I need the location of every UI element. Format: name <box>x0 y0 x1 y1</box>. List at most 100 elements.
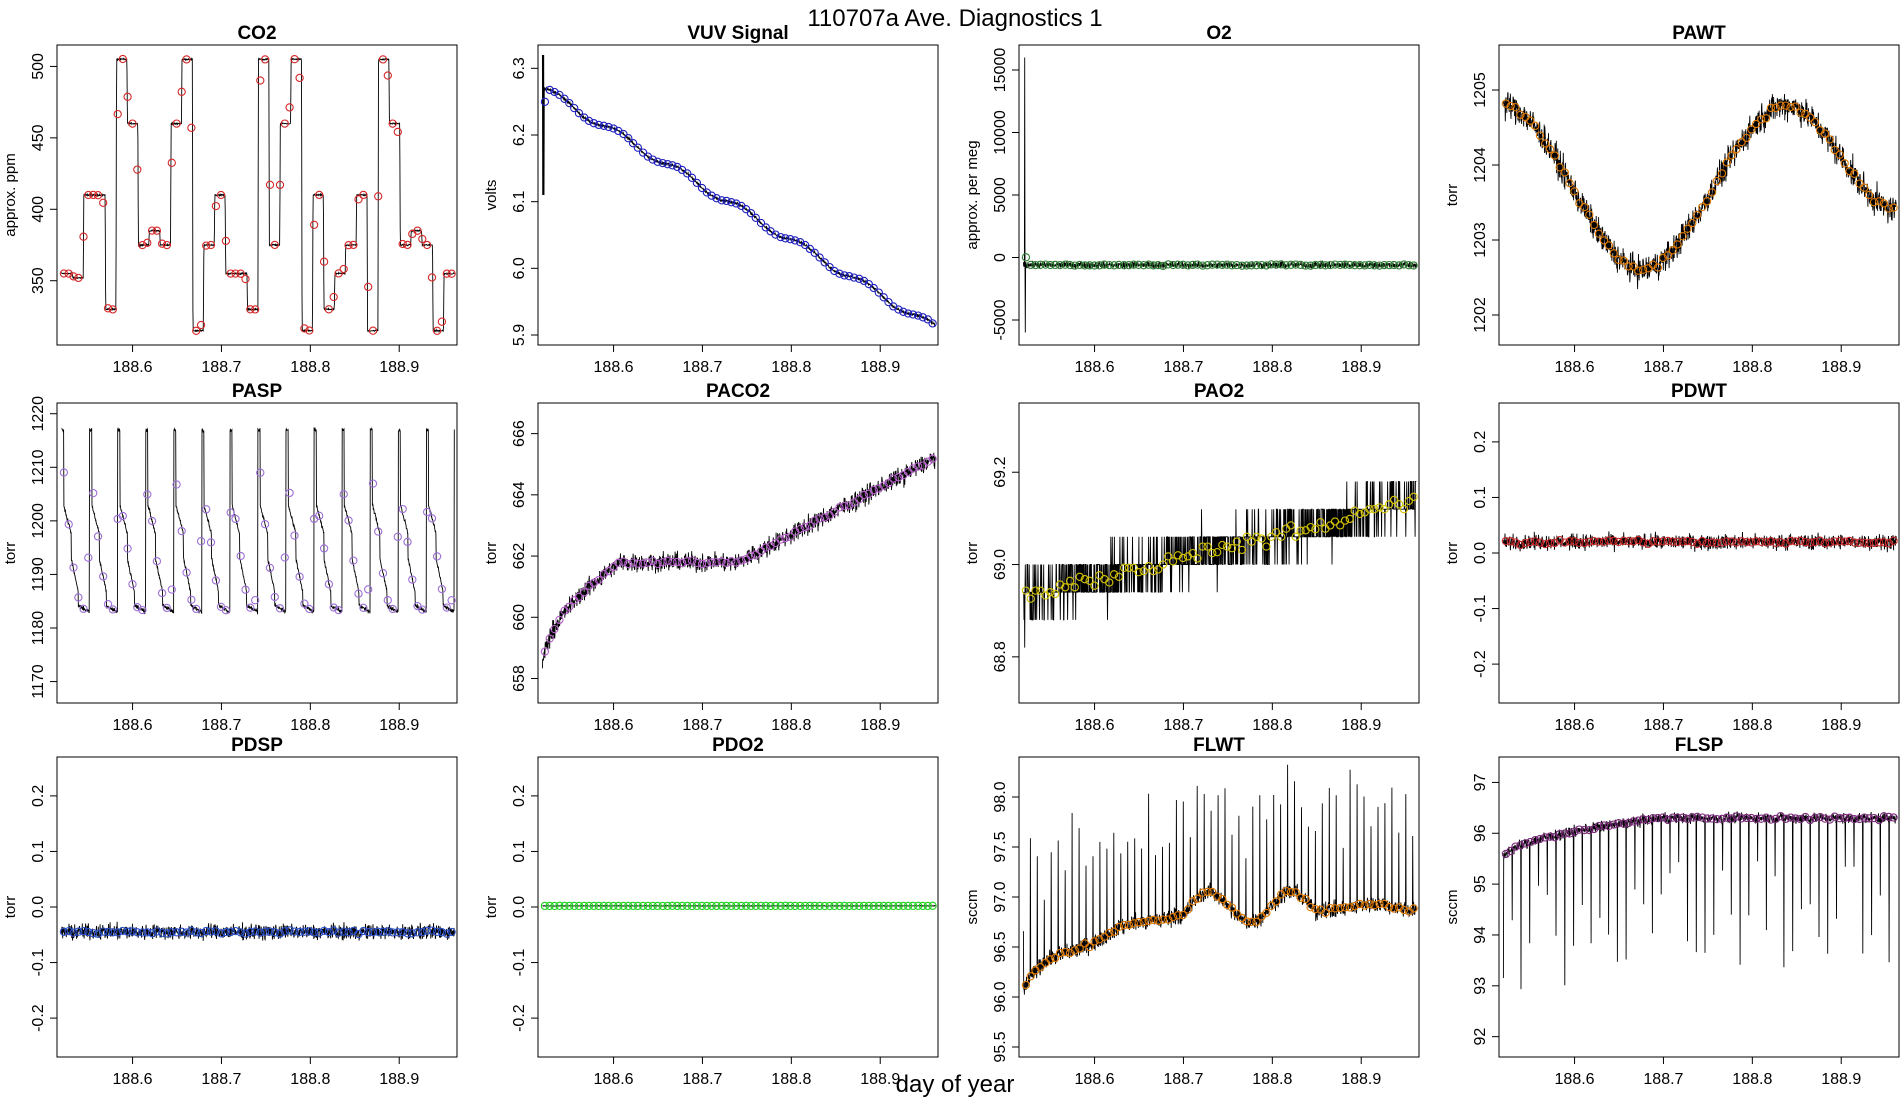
average-marker <box>1545 538 1555 548</box>
panel-co2: CO2 approx. ppm 188.6 188.7 188.8 188.9 350 400… <box>2 23 458 376</box>
average-marker <box>781 234 790 243</box>
average-marker <box>1365 505 1374 514</box>
average-marker <box>1247 537 1256 546</box>
average-marker <box>1678 537 1687 546</box>
average-marker <box>879 481 888 490</box>
panel-title: FLWT <box>1193 735 1245 756</box>
average-marker <box>796 524 805 534</box>
average-marker <box>555 615 564 625</box>
plot-frame <box>537 402 939 704</box>
average-marker <box>309 928 319 937</box>
average-marker <box>1046 955 1055 964</box>
y-tick-label: 666 <box>511 420 528 447</box>
average-marker <box>236 551 245 561</box>
average-marker <box>1370 261 1379 270</box>
average-marker <box>1178 553 1188 563</box>
plot-frame <box>1498 44 1900 346</box>
average-marker <box>447 927 456 937</box>
average-marker <box>849 273 859 282</box>
average-marker <box>329 292 338 302</box>
average-marker <box>1634 266 1643 275</box>
average-marker <box>776 535 785 544</box>
panel-pao2: PAO2 torr 188.6 188.7 188.8 188.9 68.8 69.0 69.2 <box>964 381 1420 734</box>
average-marker <box>1874 197 1884 206</box>
average-marker <box>388 119 397 128</box>
average-marker <box>192 326 201 335</box>
x-tick-label: 188.8 <box>1732 717 1772 734</box>
average-marker <box>1281 886 1291 896</box>
average-marker <box>1257 534 1266 543</box>
average-marker <box>265 927 275 936</box>
average-marker <box>1806 538 1815 547</box>
average-marker <box>1036 586 1045 595</box>
average-marker <box>805 901 815 911</box>
average-marker <box>1336 521 1345 530</box>
x-tick-label: 188.8 <box>1732 359 1772 376</box>
average-marker <box>1286 521 1296 530</box>
average-marker <box>64 926 73 936</box>
average-marker <box>589 901 598 911</box>
series-line <box>541 54 936 327</box>
average-marker <box>241 585 250 594</box>
average-marker <box>1771 814 1780 824</box>
average-marker <box>1629 537 1638 546</box>
panel-pawt: PAWT torr 188.6 188.7 188.8 188.9 1202 1203 1204… <box>1444 23 1900 376</box>
average-marker <box>1198 542 1207 551</box>
average-marker <box>1173 260 1183 269</box>
average-marker <box>1267 260 1276 269</box>
panel-pdwt: PDWT torr 188.6 188.7 188.8 188.9 -0.2 -0.1 0.0 0… <box>1444 381 1900 734</box>
average-marker <box>707 558 716 567</box>
average-marker <box>790 901 800 911</box>
average-marker <box>1384 260 1394 270</box>
average-marker <box>1545 144 1555 154</box>
average-marker <box>1085 576 1094 585</box>
average-marker <box>1737 814 1746 823</box>
panel-title: PAWT <box>1672 23 1726 44</box>
average-marker <box>1830 145 1839 155</box>
average-marker <box>800 523 810 532</box>
average-marker <box>265 180 275 189</box>
average-marker <box>368 326 378 335</box>
panel-title: PDSP <box>231 735 283 756</box>
average-marker <box>1158 261 1168 271</box>
average-marker <box>1786 102 1795 112</box>
average-marker <box>1751 814 1761 824</box>
average-marker <box>1242 917 1251 926</box>
average-marker <box>668 901 677 910</box>
average-marker <box>1286 260 1296 269</box>
average-marker <box>815 253 824 262</box>
average-marker <box>103 600 113 609</box>
average-marker <box>1109 261 1119 270</box>
average-marker <box>403 537 412 547</box>
average-marker <box>1306 522 1315 532</box>
average-marker <box>1178 910 1188 920</box>
average-marker <box>157 239 167 248</box>
average-marker <box>638 148 648 157</box>
average-marker <box>1820 539 1830 548</box>
panel-o2: O2 approx. per meg 188.6 188.7 188.8 188.9 -50… <box>964 23 1420 376</box>
average-marker <box>830 266 839 276</box>
average-marker <box>1188 260 1197 270</box>
average-marker <box>1193 554 1202 563</box>
average-marker <box>609 901 618 911</box>
average-marker <box>1638 815 1648 824</box>
average-marker <box>741 205 751 214</box>
average-marker <box>1021 586 1031 595</box>
average-marker <box>290 531 299 540</box>
x-tick-label: 188.7 <box>1643 717 1683 734</box>
average-marker <box>1149 261 1158 270</box>
average-marker <box>1845 536 1854 546</box>
average-marker <box>1090 261 1099 270</box>
x-tick-label: 188.9 <box>860 717 900 734</box>
y-tick-label: 69.0 <box>992 549 1009 580</box>
average-marker <box>1781 814 1790 823</box>
average-marker <box>1511 842 1520 851</box>
average-marker <box>1070 261 1079 270</box>
average-marker <box>177 927 186 936</box>
average-marker <box>69 563 78 572</box>
average-marker <box>565 602 574 611</box>
average-marker <box>1222 900 1232 909</box>
average-marker <box>152 557 162 566</box>
average-marker <box>383 596 392 605</box>
average-marker <box>1311 904 1320 914</box>
